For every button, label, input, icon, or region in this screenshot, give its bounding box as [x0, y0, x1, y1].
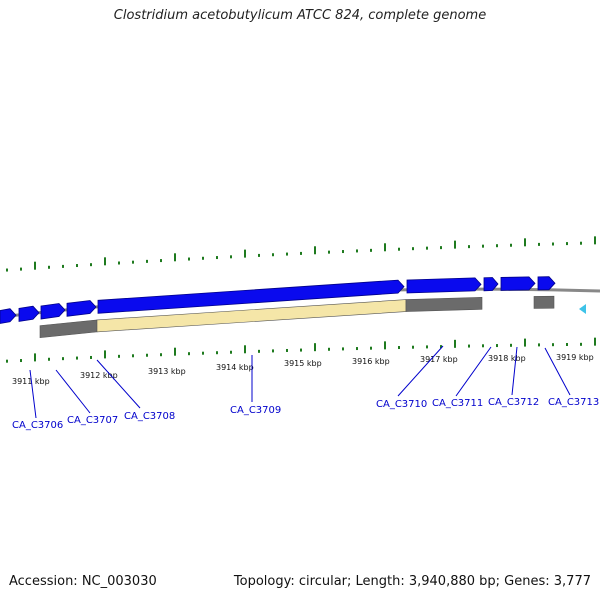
forward-gene-arrow[interactable] — [537, 276, 556, 291]
gene-label[interactable]: CA_C3712 — [488, 397, 539, 408]
gene-leader-line — [511, 346, 518, 396]
kbp-scale-label: 3911 kbp — [12, 377, 50, 386]
genome-title: Clostridium acetobutylicum ATCC 824, com… — [113, 8, 487, 23]
genome-stats-text: Topology: circular; Length: 3,940,880 bp… — [233, 574, 591, 589]
forward-gene-arrow[interactable] — [500, 276, 536, 291]
kbp-scale-label: 3917 kbp — [420, 355, 458, 364]
gene-leader-line — [96, 359, 141, 409]
kbp-scale-label: 3916 kbp — [352, 357, 390, 366]
gene-leader-line — [397, 345, 444, 397]
gene-label[interactable]: CA_C3711 — [432, 398, 483, 409]
gene-leader-line — [455, 346, 492, 397]
kbp-scale-label: 3914 kbp — [216, 363, 254, 372]
forward-gene-arrow[interactable] — [66, 300, 97, 317]
gc-tick-row-top — [6, 236, 596, 272]
gc-tick-row-bottom — [6, 337, 596, 363]
reverse-gene-arrow[interactable] — [579, 304, 586, 314]
kbp-scale: 3911 kbp 3912 kbp 3913 kbp 3914 kbp 3915 kbp… — [12, 353, 594, 386]
forward-gene-arrow[interactable] — [0, 308, 17, 324]
gene-label[interactable]: CA_C3710 — [376, 399, 427, 410]
forward-gene-arrow[interactable] — [406, 277, 482, 294]
gene-labels: CA_C3706 CA_C3707 CA_C3708 CA_C3709 CA_C3710… — [12, 345, 599, 431]
forward-gene-track — [0, 276, 586, 324]
cds-block[interactable] — [405, 297, 483, 312]
gene-label[interactable]: CA_C3706 — [12, 420, 63, 431]
cds-block[interactable] — [39, 319, 98, 338]
forward-gene-arrow[interactable] — [18, 305, 40, 322]
gene-leader-line — [55, 369, 91, 414]
accession-text: Accession: NC_003030 — [9, 574, 157, 589]
gene-leader-line — [544, 347, 571, 396]
forward-gene-arrow[interactable] — [40, 303, 66, 320]
forward-gene-arrow[interactable] — [483, 277, 499, 292]
gene-label[interactable]: CA_C3709 — [230, 405, 281, 416]
gene-label[interactable]: CA_C3713 — [548, 397, 599, 408]
cds-block[interactable] — [533, 295, 555, 309]
gene-label[interactable]: CA_C3708 — [124, 411, 175, 422]
kbp-scale-label: 3912 kbp — [80, 371, 118, 380]
kbp-scale-label: 3913 kbp — [148, 367, 186, 376]
kbp-scale-label: 3919 kbp — [556, 353, 594, 362]
forward-gene-arrow[interactable] — [97, 279, 405, 314]
kbp-scale-label: 3918 kbp — [488, 354, 526, 363]
gene-label[interactable]: CA_C3707 — [67, 415, 118, 426]
cds-track — [39, 295, 555, 338]
kbp-scale-label: 3915 kbp — [284, 359, 322, 368]
gene-leader-line — [29, 369, 37, 419]
